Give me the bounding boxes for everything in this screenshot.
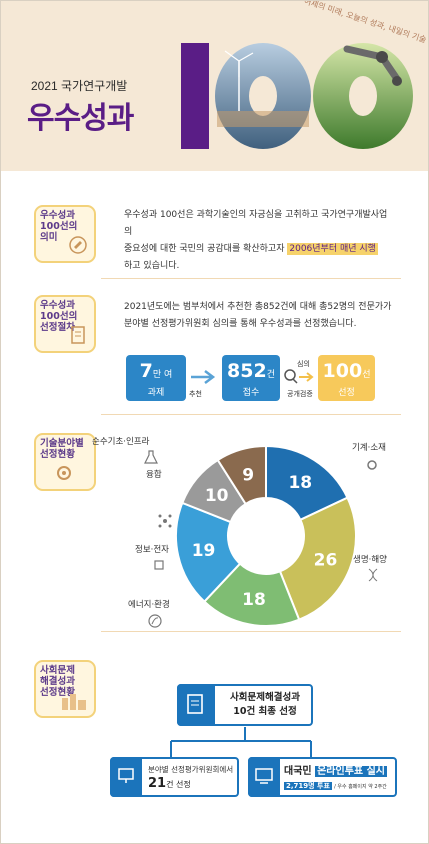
leaf-icon xyxy=(148,614,162,628)
chip-icon xyxy=(154,560,164,570)
hundred-logo xyxy=(181,43,413,149)
label-machine-material: 기계·소재 xyxy=(352,443,386,453)
online-vote-box: 대국민 온라인투표 실시 2,719명 투표 / 우수 홈페이지 약 2주간 xyxy=(248,757,397,797)
step-received-label: 접수 xyxy=(242,388,260,398)
label-convergence: 융합 xyxy=(146,470,162,480)
arrow-right-icon xyxy=(191,370,216,384)
final-selection-text: 사회문제해결성과 10건 최종 선정 xyxy=(219,691,311,719)
divider-2 xyxy=(101,414,401,415)
step-received-unit: 건 xyxy=(266,370,275,380)
step-selected: 100선 선정 xyxy=(318,355,375,401)
procedure-line1: 2021년도에는 범부처에서 추천한 총852건에 대해 총52명의 전문가가 xyxy=(124,302,392,312)
gear-icon xyxy=(57,466,71,480)
document-icon xyxy=(71,326,85,344)
donut-value-5: 9 xyxy=(242,466,254,486)
final-line2: 10건 최종 선정 xyxy=(233,706,297,717)
meaning-highlight: 2006년부터 매년 시행 xyxy=(287,243,378,255)
final-line1: 사회문제해결성과 xyxy=(230,692,300,703)
magnifier-icon xyxy=(284,369,314,384)
meaning-line2-wrap: 중요성에 대한 국민의 공감대를 확산하고자 2006년부터 매년 시행 xyxy=(124,241,394,258)
label-basic-infra: 순수기초·인프라 xyxy=(92,437,150,447)
vote-icon-block xyxy=(248,757,280,797)
step-tasks-number: 7 xyxy=(139,360,153,382)
badge-fields-label: 기술분야별 선정현황 xyxy=(40,438,84,460)
step-recommend-label: 추천 xyxy=(189,390,202,398)
badge-social-label: 사회문제 해결성과 선정현황 xyxy=(40,665,75,698)
final-selection-box: 사회문제해결성과 10건 최종 선정 xyxy=(177,684,313,726)
step-tasks-unit: 만 여 xyxy=(152,370,173,380)
label-energy-env: 에너지·환경 xyxy=(128,600,170,610)
committee-icon xyxy=(118,768,134,783)
field-donut-chart: 18 26 18 19 10 9 xyxy=(175,444,357,627)
step-tasks-number-wrap: 7만 여 xyxy=(126,359,186,387)
flask-icon xyxy=(144,450,158,464)
step-received-number: 852 xyxy=(227,360,267,382)
donut-value-1: 26 xyxy=(314,551,338,571)
meaning-line1: 우수성과 100선은 과학기술인의 자긍심을 고취하고 국가연구개발사업의 xyxy=(124,210,388,237)
meaning-line3: 하고 있습니다. xyxy=(124,261,180,271)
step-received: 852건 접수 xyxy=(222,355,280,401)
vote-count-wrap: 2,719명 투표 / 우수 홈페이지 약 2주간 xyxy=(284,781,387,791)
meaning-text: 우수성과 100선은 과학기술인의 자긍심을 고취하고 국가연구개발사업의 중요… xyxy=(124,207,394,275)
donut-value-0: 18 xyxy=(288,473,312,493)
header-year-title: 2021 국가연구개발 xyxy=(31,79,128,93)
meaning-line2: 중요성에 대한 국민의 공감대를 확산하고자 xyxy=(124,244,285,254)
header-banner: 2021 국가연구개발 우수성과 어제의 미래, 오늘의 성과, 내일의 기술 xyxy=(1,1,428,171)
donut-value-3: 19 xyxy=(192,541,216,561)
committee-box: 분야별 선정평가위원회에서 21건 선정 xyxy=(110,757,239,797)
step-selected-label: 선정 xyxy=(338,388,355,398)
network-icon xyxy=(158,514,172,528)
step-tasks: 7만 여 과제 xyxy=(126,355,186,401)
monitor-icon xyxy=(255,768,273,784)
step-selected-number-wrap: 100선 xyxy=(318,359,375,387)
committee-icon-block xyxy=(110,757,142,797)
committee-number: 21 xyxy=(148,776,167,791)
step-tasks-label: 과제 xyxy=(147,388,165,398)
committee-line1: 분야별 선정평가위원회에서 xyxy=(148,765,234,774)
badge-procedure-label: 우수성과 100선의 선정절차 xyxy=(40,300,78,333)
badge-meaning-label: 우수성과 100선의 의미 xyxy=(40,210,78,243)
divider-1 xyxy=(101,278,401,279)
donut-value-2: 18 xyxy=(242,590,266,610)
header-main-title: 우수성과 xyxy=(27,101,134,136)
step-selected-unit: 선 xyxy=(362,370,371,380)
divider-3 xyxy=(101,631,401,632)
donut-value-4: 10 xyxy=(205,486,229,506)
final-icon-block xyxy=(177,684,215,726)
badge-procedure: 우수성과 100선의 선정절차 xyxy=(34,295,96,353)
step-received-number-wrap: 852건 xyxy=(222,359,280,387)
vote-highlight: 온라인투표 실시 xyxy=(315,766,387,777)
donut-slice-3 xyxy=(175,501,242,604)
badge-fields: 기술분야별 선정현황 xyxy=(34,433,96,491)
header-tagline: 어제의 미래, 오늘의 성과, 내일의 기술 xyxy=(302,0,428,45)
vote-count: 2,719명 투표 xyxy=(284,782,332,790)
step-review-label: 심의 xyxy=(297,360,310,368)
vote-note: / 우수 홈페이지 약 2주간 xyxy=(334,784,387,790)
label-bio-marine: 생명·해양 xyxy=(353,555,387,565)
committee-unit: 건 선정 xyxy=(166,780,191,789)
vote-document-icon xyxy=(187,694,203,714)
hand-pen-icon xyxy=(69,236,87,254)
committee-count-wrap: 21건 선정 xyxy=(148,776,191,791)
procedure-text: 2021년도에는 범부처에서 추천한 총852건에 대해 총52명의 전문가가 … xyxy=(124,299,394,333)
donut-slice-1 xyxy=(278,496,357,621)
step-verify-label: 공개검증 xyxy=(287,390,313,398)
dna-icon xyxy=(368,568,378,582)
city-icon xyxy=(62,694,86,710)
procedure-line2: 분야별 선정평가위원회 심의를 통해 우수성과를 선정했습니다. xyxy=(124,319,357,329)
donut-slice-5 xyxy=(216,444,267,506)
vote-title: 대국민 온라인투표 실시 xyxy=(284,762,387,777)
connector-lines xyxy=(170,727,312,757)
step-selected-number: 100 xyxy=(322,360,363,382)
machine-icon xyxy=(367,460,377,470)
label-info-electronics: 정보·전자 xyxy=(135,545,169,555)
badge-social: 사회문제 해결성과 선정현황 xyxy=(34,660,96,718)
vote-prefix: 대국민 xyxy=(284,766,312,777)
badge-meaning: 우수성과 100선의 의미 xyxy=(34,205,96,263)
